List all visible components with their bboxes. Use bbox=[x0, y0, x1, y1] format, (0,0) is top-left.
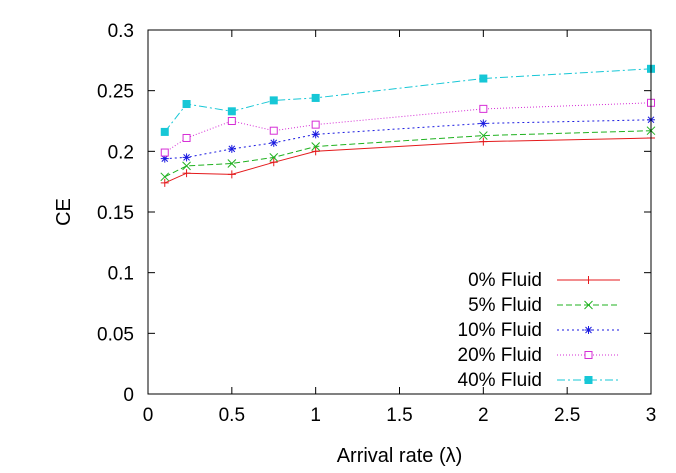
series-1 bbox=[160, 126, 656, 182]
data-point bbox=[227, 159, 237, 168]
data-point bbox=[479, 137, 488, 146]
data-point bbox=[160, 148, 169, 157]
legend-marker bbox=[584, 300, 593, 310]
x-tick-label: 2 bbox=[478, 405, 489, 426]
data-point bbox=[311, 120, 320, 129]
legend-label: 20% Fluid bbox=[458, 345, 543, 366]
data-point bbox=[311, 130, 320, 139]
data-point bbox=[227, 144, 236, 153]
x-tick-label: 0 bbox=[143, 405, 154, 426]
y-tick-label: 0 bbox=[123, 385, 134, 406]
data-point bbox=[182, 161, 191, 171]
series-line bbox=[164, 137, 652, 184]
legend-entry: 0% Fluid bbox=[468, 270, 620, 291]
legend-marker bbox=[584, 326, 593, 334]
data-point bbox=[479, 104, 488, 113]
series-0 bbox=[160, 133, 655, 187]
data-point bbox=[227, 170, 236, 179]
series-line bbox=[164, 68, 652, 133]
data-point bbox=[182, 133, 191, 142]
legend-marker bbox=[584, 376, 593, 384]
data-point bbox=[182, 100, 191, 109]
x-tick-label: 0.5 bbox=[219, 405, 245, 426]
data-point bbox=[478, 131, 488, 140]
x-tick-label: 2.5 bbox=[554, 405, 580, 426]
legend-label: 40% Fluid bbox=[458, 370, 543, 391]
data-point bbox=[182, 153, 191, 162]
data-point bbox=[160, 178, 169, 187]
y-tick-label: 0.25 bbox=[97, 82, 134, 103]
data-point bbox=[479, 119, 488, 128]
data-point bbox=[479, 74, 488, 83]
data-point bbox=[227, 117, 236, 125]
data-point bbox=[269, 138, 278, 147]
data-point bbox=[269, 153, 279, 162]
x-tick-label: 3 bbox=[646, 405, 657, 426]
data-point bbox=[269, 126, 278, 135]
data-point bbox=[182, 169, 191, 178]
legend-marker bbox=[584, 351, 593, 359]
y-tick-label: 0.1 bbox=[108, 264, 134, 285]
data-point bbox=[160, 127, 169, 136]
data-point bbox=[160, 172, 170, 182]
plot-frame bbox=[147, 29, 652, 395]
y-tick-label: 0.05 bbox=[97, 324, 134, 345]
y-tick-label: 0.2 bbox=[108, 142, 134, 163]
x-tick-label: 1.5 bbox=[386, 405, 412, 426]
legend-label: 10% Fluid bbox=[458, 320, 543, 341]
data-point bbox=[227, 107, 236, 116]
legend-entry: 5% Fluid bbox=[468, 295, 620, 316]
x-axis-label: Arrival rate (λ) bbox=[337, 445, 463, 467]
data-point bbox=[311, 147, 320, 156]
y-tick-label: 0.3 bbox=[108, 21, 134, 42]
legend-entry: 10% Fluid bbox=[458, 320, 620, 341]
data-point bbox=[269, 158, 278, 167]
data-point bbox=[311, 93, 320, 102]
legend: 0% Fluid 5% Fluid 10% Fluid 20% Fluid 40% Fl… bbox=[458, 270, 620, 391]
axis-ticks: 0 0.5 1 1.5 2 2.5 3 0 0.05 0.1 0.15 0.2 0.25 0.3 bbox=[97, 21, 656, 426]
y-tick-label: 0.15 bbox=[97, 203, 134, 224]
y-axis-label: CE bbox=[53, 198, 75, 226]
legend-entry: 20% Fluid bbox=[458, 345, 620, 366]
plot-series bbox=[160, 64, 656, 187]
x-tick-label: 1 bbox=[310, 405, 321, 426]
data-point bbox=[269, 96, 278, 105]
legend-label: 0% Fluid bbox=[468, 270, 542, 291]
legend-entry: 40% Fluid bbox=[458, 370, 620, 391]
legend-marker bbox=[584, 276, 593, 284]
legend-label: 5% Fluid bbox=[468, 295, 542, 316]
series-line bbox=[164, 130, 652, 178]
data-point bbox=[311, 142, 321, 151]
